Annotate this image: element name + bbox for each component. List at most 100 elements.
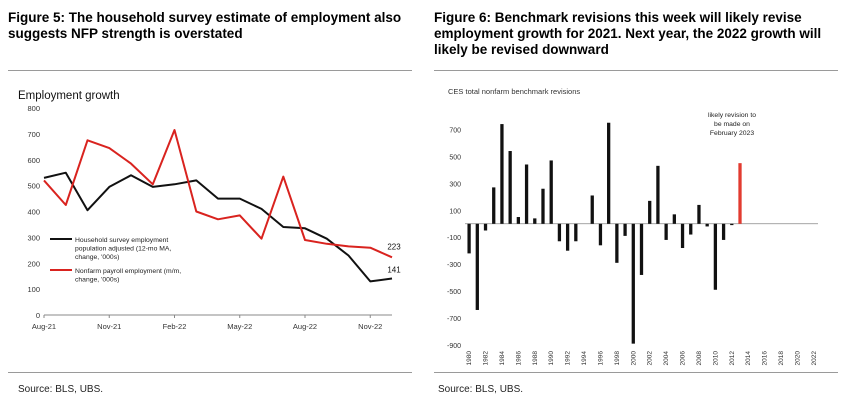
bar: [623, 223, 627, 236]
x-tick-label: Nov-22: [358, 322, 382, 331]
x-tick-label: 1990: [548, 351, 555, 366]
bar: [697, 204, 701, 224]
bar: [574, 223, 578, 242]
x-tick-label: 2004: [663, 351, 670, 366]
y-tick-label: 400: [27, 208, 40, 217]
x-tick-label: 2010: [712, 351, 719, 366]
x-tick-label: 1982: [483, 351, 490, 366]
bar: [648, 200, 652, 224]
x-tick-label: 1986: [515, 351, 522, 366]
bar: [533, 218, 537, 224]
figure-6-title: Figure 6: Benchmark revisions this week …: [434, 10, 822, 57]
y-tick-label: 300: [27, 233, 40, 242]
x-tick-label: Aug-22: [293, 322, 317, 331]
bar: [467, 223, 471, 254]
bar: [516, 217, 520, 224]
bar: [664, 223, 668, 240]
right-bottom-rule: [434, 372, 838, 373]
x-tick-label: 1992: [565, 351, 572, 366]
bar: [475, 223, 479, 310]
annotation-text: be made on: [714, 121, 750, 128]
legend-label: change, '000s): [75, 277, 119, 284]
y-tick-label: 100: [449, 208, 461, 215]
bar: [730, 223, 734, 226]
x-tick-label: 2008: [696, 351, 703, 366]
y-tick-label: 500: [449, 154, 461, 161]
right-top-rule: [434, 70, 838, 71]
y-tick-label: 800: [27, 104, 40, 113]
y-tick-label: 700: [27, 130, 40, 139]
end-label-nonfarm: 223: [387, 242, 401, 251]
bar: [680, 223, 685, 249]
bar: [508, 151, 512, 224]
y-tick-label: 200: [27, 259, 40, 268]
bar: [565, 223, 570, 251]
y-tick-label: 500: [27, 182, 40, 191]
x-tick-label: 1998: [614, 351, 621, 366]
left-source: Source: BLS, UBS.: [18, 384, 104, 395]
y-tick-label: -300: [447, 262, 461, 269]
y-tick-label: 700: [449, 127, 461, 134]
x-tick-label: 2022: [811, 351, 818, 366]
x-tick-label: 2014: [745, 351, 752, 366]
x-tick-label: 1988: [532, 351, 539, 366]
x-tick-label: 1996: [597, 351, 604, 366]
x-tick-label: 2012: [729, 351, 736, 366]
figure-5-title: Figure 5: The household survey estimate …: [8, 10, 402, 41]
x-tick-label: 1994: [581, 351, 588, 366]
bar-2022-highlight: [738, 163, 742, 224]
right-source: Source: BLS, UBS.: [438, 384, 524, 395]
y-tick-label: 0: [36, 311, 40, 320]
nonfarm-payroll-line: [43, 129, 393, 259]
x-tick-label: Aug-21: [32, 322, 56, 331]
bar: [549, 160, 553, 224]
bar: [713, 223, 718, 290]
bar: [615, 223, 619, 263]
chart-title: CES total nonfarm benchmark revisions: [448, 87, 580, 96]
bar: [721, 223, 726, 240]
bar: [631, 223, 635, 344]
bar: [483, 223, 488, 231]
y-tick-label: -500: [447, 289, 461, 296]
y-tick-label: -700: [447, 316, 461, 323]
x-tick-label: 1984: [499, 351, 506, 366]
bar: [672, 214, 676, 224]
x-tick-label: 2006: [680, 351, 687, 366]
bar: [598, 223, 603, 246]
x-tick-label: 2000: [630, 351, 637, 366]
legend-label: Nonfarm payroll employment (m/m,: [75, 268, 181, 275]
x-tick-label: Feb-22: [163, 322, 187, 331]
bar: [557, 223, 562, 242]
employment-growth-chart: Employment growth 0 100 200 300 400 500 600 700 8…: [18, 90, 401, 331]
bar: [524, 164, 529, 224]
left-top-rule: [8, 70, 412, 71]
y-tick-label: 100: [27, 285, 40, 294]
left-bottom-rule: [8, 372, 412, 373]
household-survey-line: [43, 171, 393, 283]
x-tick-label: Nov-21: [97, 322, 121, 331]
x-tick-label: 2002: [647, 351, 654, 366]
x-tick-label: 2018: [778, 351, 785, 366]
legend-label: Household survey employment: [75, 237, 168, 244]
bar: [590, 195, 594, 224]
y-tick-label: -900: [447, 343, 461, 350]
bar: [689, 223, 693, 235]
bar: [656, 165, 660, 224]
y-tick-label: -100: [447, 235, 461, 242]
bar: [705, 223, 709, 227]
legend-label: population adjusted (12-mo MA,: [75, 246, 171, 253]
x-tick-label: 2016: [762, 351, 769, 366]
bar: [500, 124, 504, 224]
y-tick-label: 600: [27, 156, 40, 165]
end-label-household: 141: [387, 266, 401, 275]
bar: [541, 188, 545, 224]
x-tick-label: 1980: [466, 351, 473, 366]
y-tick-label: 300: [449, 181, 461, 188]
bar: [492, 187, 496, 224]
annotation-text: February 2023: [710, 130, 754, 137]
annotation-text: likely revision to: [708, 112, 756, 119]
x-tick-label: 2020: [794, 351, 801, 366]
legend: Household survey employment population ad…: [50, 237, 181, 284]
benchmark-revisions-chart: CES total nonfarm benchmark revisions 700…: [447, 87, 818, 366]
x-tick-label: May-22: [227, 322, 252, 331]
